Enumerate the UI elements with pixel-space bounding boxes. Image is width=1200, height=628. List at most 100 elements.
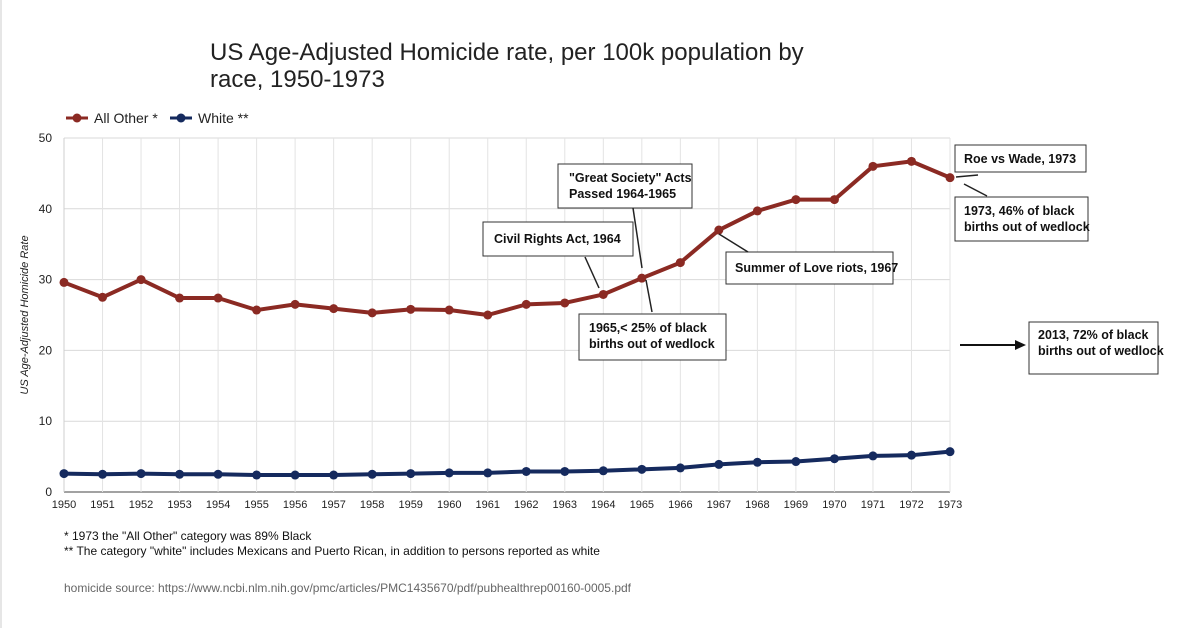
data-point: [906, 450, 916, 460]
y-tick-label: 0: [45, 485, 52, 499]
data-point: [675, 258, 685, 268]
annotation-summer-of-love-box: [725, 251, 894, 285]
x-tick-label: 1951: [90, 499, 114, 511]
series-line: [63, 449, 951, 478]
data-point: [483, 468, 493, 478]
data-point: [829, 454, 839, 464]
annotation-1965-births-text: births out of wedlock: [589, 337, 715, 351]
annotation-roe-vs-wade-text: Roe vs Wade, 1973: [964, 152, 1076, 166]
data-point: [483, 310, 493, 320]
y-axis-ticks: 0 10 20 30 40 50: [39, 131, 53, 499]
data-point: [136, 275, 146, 285]
annotation-1965-births-text: 1965,< 25% of black: [589, 321, 707, 335]
data-point: [752, 457, 762, 467]
x-tick-label: 1952: [129, 499, 153, 511]
x-tick-label: 1970: [822, 499, 846, 511]
x-tick-label: 1971: [861, 499, 885, 511]
data-point: [598, 466, 608, 476]
gridlines: [63, 137, 951, 493]
annotation-great-society-text: Passed 1964-1965: [569, 187, 676, 201]
data-point: [521, 299, 531, 309]
annotation-great-society-text: "Great Society" Acts: [569, 171, 692, 185]
data-point: [98, 292, 108, 302]
y-tick-label: 20: [39, 343, 53, 357]
x-tick-label: 1953: [167, 499, 191, 511]
data-point: [213, 293, 223, 303]
x-tick-label: 1962: [514, 499, 538, 511]
annotation-2013-births-text: 2013, 72% of black: [1038, 328, 1149, 342]
y-tick-label: 50: [39, 131, 53, 145]
connector-great-society: [632, 207, 643, 269]
x-tick-label: 1957: [321, 499, 345, 511]
x-tick-label: 1963: [553, 499, 577, 511]
x-tick-label: 1960: [437, 499, 461, 511]
data-point: [675, 463, 685, 473]
y-tick-label: 40: [39, 202, 53, 216]
data-point: [329, 304, 339, 314]
x-tick-label: 1964: [591, 499, 615, 511]
data-point: [791, 195, 801, 205]
data-point: [637, 273, 647, 283]
annotation-great-society-box: [557, 163, 693, 209]
data-point: [791, 457, 801, 467]
annotation-1973-births-text: births out of wedlock: [964, 220, 1090, 234]
y-tick-label: 10: [39, 414, 53, 428]
annotation-civil-rights-act-text: Civil Rights Act, 1964: [494, 232, 621, 246]
x-tick-label: 1959: [398, 499, 422, 511]
legend-label: White **: [198, 110, 249, 126]
connector-civil-rights: [584, 256, 600, 289]
connector-summer-of-love: [718, 233, 749, 253]
legend-swatch-marker: [176, 113, 186, 123]
data-point: [406, 304, 416, 314]
data-point: [175, 293, 185, 303]
data-point: [59, 277, 69, 287]
annotation-civil-rights-act-box: [482, 221, 634, 257]
data-point: [367, 308, 377, 318]
x-tick-label: 1954: [206, 499, 230, 511]
x-tick-label: 1969: [784, 499, 808, 511]
data-point: [213, 469, 223, 479]
data-point: [868, 451, 878, 461]
data-point: [560, 466, 570, 476]
footnote-line: * 1973 the "All Other" category was 89% …: [64, 529, 312, 543]
y-tick-label: 30: [39, 273, 53, 287]
x-tick-label: 1965: [630, 499, 654, 511]
chart-title: US Age-Adjusted Homicide rate, per 100k …: [210, 39, 804, 93]
chart-title-line: US Age-Adjusted Homicide rate, per 100k …: [210, 39, 804, 66]
x-tick-label: 1961: [475, 499, 499, 511]
connector-roe-vs-wade: [955, 174, 979, 178]
connector-1965-births: [645, 279, 653, 313]
x-tick-label: 1956: [283, 499, 307, 511]
data-point: [290, 470, 300, 480]
legend: All Other * White **: [66, 110, 249, 126]
footnote-line: ** The category "white" includes Mexican…: [64, 544, 600, 558]
data-point: [906, 156, 916, 166]
y-axis-label-group: US Age-Adjusted Homicide Rate: [19, 235, 31, 394]
x-tick-label: 1950: [52, 499, 76, 511]
legend-label: All Other *: [94, 110, 158, 126]
data-point: [444, 305, 454, 315]
x-tick-label: 1958: [360, 499, 384, 511]
x-tick-label: 1967: [707, 499, 731, 511]
chart-title-line: race, 1950-1973: [210, 66, 385, 93]
data-point: [175, 469, 185, 479]
data-point: [560, 298, 570, 308]
data-point: [521, 466, 531, 476]
data-point: [714, 225, 724, 235]
annotation-2013-births-text: births out of wedlock: [1038, 344, 1164, 358]
source-citation: homicide source: https://www.ncbi.nlm.ni…: [64, 581, 632, 595]
data-point: [752, 206, 762, 216]
data-point: [714, 459, 724, 469]
arrow-2013-head: [1015, 340, 1026, 350]
data-point: [406, 469, 416, 479]
x-tick-label: 1973: [938, 499, 962, 511]
x-tick-label: 1955: [244, 499, 268, 511]
series-line: [63, 159, 951, 317]
data-point: [252, 470, 262, 480]
legend-swatch-marker: [72, 113, 82, 123]
annotation-2013-births-box: [1028, 321, 1159, 375]
x-axis-ticks: 1950 1951 1952 1953 1954 1955 1956 1957 1958 1959…: [52, 499, 962, 511]
data-point: [252, 305, 262, 315]
